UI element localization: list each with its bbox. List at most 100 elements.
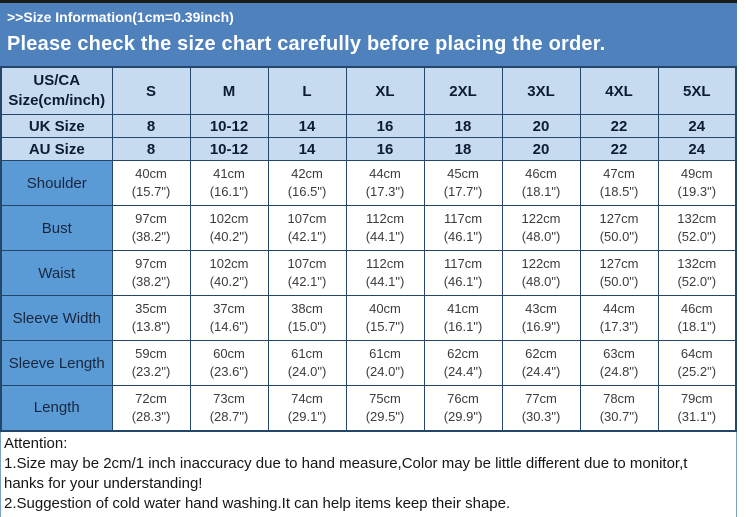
- measurement-value: 75cm (29.5"): [345, 385, 425, 431]
- measurement-inch: (25.2"): [677, 364, 717, 379]
- measurement-cm: 107cm: [287, 211, 327, 226]
- corner-header-cell: US/CA Size(cm/inch): [0, 66, 113, 115]
- measurement-value: 38cm (15.0"): [267, 295, 347, 341]
- measurement-inch: (24.8"): [599, 364, 639, 379]
- measurement-inch: (48.0"): [521, 274, 561, 289]
- size-column-3xl: 3XL: [501, 66, 581, 115]
- measurement-inch: (52.0"): [677, 274, 717, 289]
- header-banner: >>Size Information(1cm=0.39inch) Please …: [0, 0, 737, 66]
- measurement-inch: (29.1"): [287, 408, 327, 424]
- measurement-cm: 127cm: [599, 211, 639, 226]
- measurement-inch: (46.1"): [443, 274, 483, 289]
- measurement-cm: 62cm: [525, 346, 557, 361]
- measurement-inch: (28.3"): [131, 408, 171, 424]
- corner-label-line1: US/CA: [33, 72, 81, 89]
- measurement-inch: (40.2"): [209, 229, 249, 244]
- measurement-inch: (15.7"): [365, 319, 405, 334]
- measurement-inch: (15.7"): [131, 184, 171, 199]
- conversion-value: 16: [345, 114, 425, 138]
- measurement-cm: 127cm: [599, 256, 639, 271]
- measurement-inch: (29.9"): [443, 408, 483, 424]
- measurement-cm: 97cm: [135, 211, 167, 226]
- measurement-row-label: Sleeve Width: [0, 295, 113, 341]
- measurement-value: 122cm (48.0"): [501, 205, 581, 251]
- measurement-value: 127cm (50.0"): [579, 250, 659, 296]
- measurement-value: 40cm (15.7"): [345, 295, 425, 341]
- measurement-inch: (50.0"): [599, 229, 639, 244]
- measurement-cm: 44cm: [603, 301, 635, 316]
- measurement-inch: (30.7"): [599, 408, 639, 424]
- measurement-cm: 41cm: [213, 166, 245, 181]
- measurement-inch: (17.3"): [599, 319, 639, 334]
- measurement-cm: 122cm: [521, 256, 561, 271]
- measurement-value: 102cm (40.2"): [189, 205, 269, 251]
- measurement-row-label: Length: [0, 385, 113, 431]
- measurement-cm: 61cm: [291, 346, 323, 361]
- measurement-cm: 40cm: [135, 166, 167, 181]
- measurement-cm: 42cm: [291, 166, 323, 181]
- measurement-value: 59cm (23.2"): [111, 340, 191, 386]
- measurement-inch: (16.1"): [209, 184, 249, 199]
- measurement-row: Waist 97cm (38.2") 102cm (40.2") 107cm (42.1")…: [0, 250, 737, 296]
- measurement-value: 46cm (18.1"): [501, 160, 581, 206]
- measurement-cm: 41cm: [447, 301, 479, 316]
- measurement-cm: 47cm: [603, 166, 635, 181]
- size-column-4xl: 4XL: [579, 66, 659, 115]
- conversion-row-label: UK Size: [0, 114, 113, 138]
- measurement-cm: 79cm: [680, 390, 713, 406]
- measurement-row: Sleeve Width 35cm (13.8") 37cm (14.6") 38cm (1…: [0, 295, 737, 341]
- conversion-value: 18: [423, 137, 503, 161]
- measurement-inch: (16.9"): [521, 319, 561, 334]
- measurement-inch: (50.0"): [599, 274, 639, 289]
- measurement-cm: 117cm: [443, 211, 483, 226]
- measurement-cm: 38cm: [291, 301, 323, 316]
- measurement-value: 61cm (24.0"): [345, 340, 425, 386]
- measurement-inch: (44.1"): [365, 274, 405, 289]
- measurement-value: 132cm (52.0"): [657, 250, 737, 296]
- measurement-value: 44cm (17.3"): [345, 160, 425, 206]
- measurement-inch: (14.6"): [209, 319, 249, 334]
- measurement-cm: 97cm: [135, 256, 167, 271]
- measurement-cm: 62cm: [447, 346, 479, 361]
- measurement-value: 97cm (38.2"): [111, 250, 191, 296]
- conversion-value: 18: [423, 114, 503, 138]
- measurement-inch: (15.0"): [287, 319, 327, 334]
- measurement-inch: (42.1"): [287, 274, 327, 289]
- measurement-inch: (52.0"): [677, 229, 717, 244]
- measurement-cm: 75cm: [369, 390, 401, 406]
- measurement-value: 61cm (24.0"): [267, 340, 347, 386]
- measurement-value: 41cm (16.1"): [189, 160, 269, 206]
- measurement-value: 62cm (24.4"): [423, 340, 503, 386]
- measurement-row: Shoulder 40cm (15.7") 41cm (16.1") 42cm (16.5"…: [0, 160, 737, 206]
- measurement-cm: 60cm: [213, 346, 245, 361]
- measurement-inch: (18.1"): [521, 184, 561, 199]
- measurement-value: 112cm (44.1"): [345, 250, 425, 296]
- measurement-inch: (18.5"): [599, 184, 639, 199]
- measurement-inch: (46.1"): [443, 229, 483, 244]
- measurement-value: 78cm (30.7"): [579, 385, 659, 431]
- measurement-value: 122cm (48.0"): [501, 250, 581, 296]
- measurement-cm: 78cm: [603, 390, 635, 406]
- measurement-value: 62cm (24.4"): [501, 340, 581, 386]
- size-column-s: S: [111, 66, 191, 115]
- attention-title: Attention:: [4, 434, 68, 452]
- check-chart-notice: Please check the size chart carefully be…: [7, 33, 606, 55]
- size-column-5xl: 5XL: [657, 66, 737, 115]
- measurement-inch: (48.0"): [521, 229, 561, 244]
- measurement-row: Sleeve Length 59cm (23.2") 60cm (23.6") 61cm (…: [0, 340, 737, 386]
- measurement-cm: 72cm: [135, 390, 167, 406]
- measurement-cm: 37cm: [213, 301, 245, 316]
- measurement-cm: 112cm: [365, 211, 405, 226]
- measurement-inch: (24.0"): [287, 364, 327, 379]
- measurement-value: 112cm (44.1"): [345, 205, 425, 251]
- measurement-value: 117cm (46.1"): [423, 250, 503, 296]
- measurement-cm: 102cm: [209, 211, 249, 226]
- measurement-value: 77cm (30.3"): [501, 385, 581, 431]
- measurement-cm: 45cm: [447, 166, 479, 181]
- size-chart-table: US/CA Size(cm/inch) S M L XL 2XL 3XL 4XL 5XL UK…: [0, 66, 737, 432]
- measurement-cm: 46cm: [525, 166, 557, 181]
- measurement-row-label: Shoulder: [0, 160, 113, 206]
- measurement-value: 41cm (16.1"): [423, 295, 503, 341]
- measurement-value: 63cm (24.8"): [579, 340, 659, 386]
